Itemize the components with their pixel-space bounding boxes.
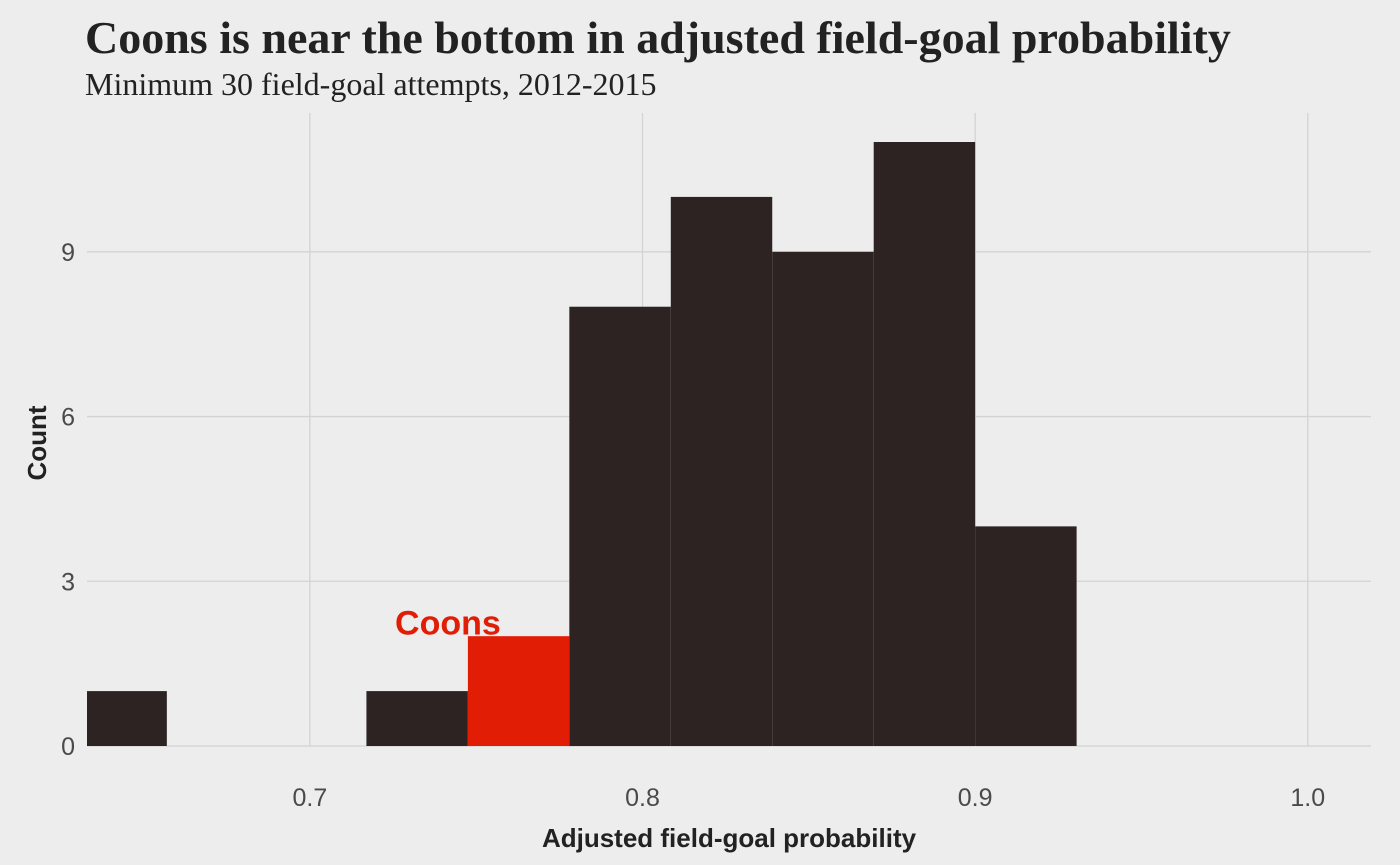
tick-labels: 0.7 0.8 0.9 1.0 0 3 6 9: [61, 239, 1325, 812]
coons-annotation-label: Coons: [395, 604, 501, 642]
y-axis-title: Count: [22, 405, 52, 480]
histogram-bar: [975, 526, 1077, 746]
histogram-bar: [873, 142, 976, 746]
bars-layer: [87, 142, 1077, 747]
chart-subtitle: Minimum 30 field-goal attempts, 2012-201…: [85, 66, 657, 102]
histogram-bar: [569, 306, 671, 746]
histogram-bar: [670, 196, 773, 747]
y-tick-label: 3: [61, 568, 75, 596]
y-tick-label: 6: [61, 404, 75, 432]
y-tick-label: 9: [61, 239, 75, 267]
x-tick-label: 0.9: [958, 784, 993, 812]
histogram-bar: [366, 691, 468, 746]
histogram-bar: [87, 691, 167, 746]
x-tick-label: 0.7: [292, 784, 327, 812]
histogram-bar-highlighted: [467, 636, 570, 746]
histogram-bar: [772, 251, 874, 746]
x-axis-title: Adjusted field-goal probability: [542, 823, 917, 853]
x-tick-label: 0.8: [625, 784, 660, 812]
y-tick-label: 0: [61, 733, 75, 761]
chart-title: Coons is near the bottom in adjusted fie…: [85, 12, 1231, 63]
x-tick-label: 1.0: [1290, 784, 1325, 812]
